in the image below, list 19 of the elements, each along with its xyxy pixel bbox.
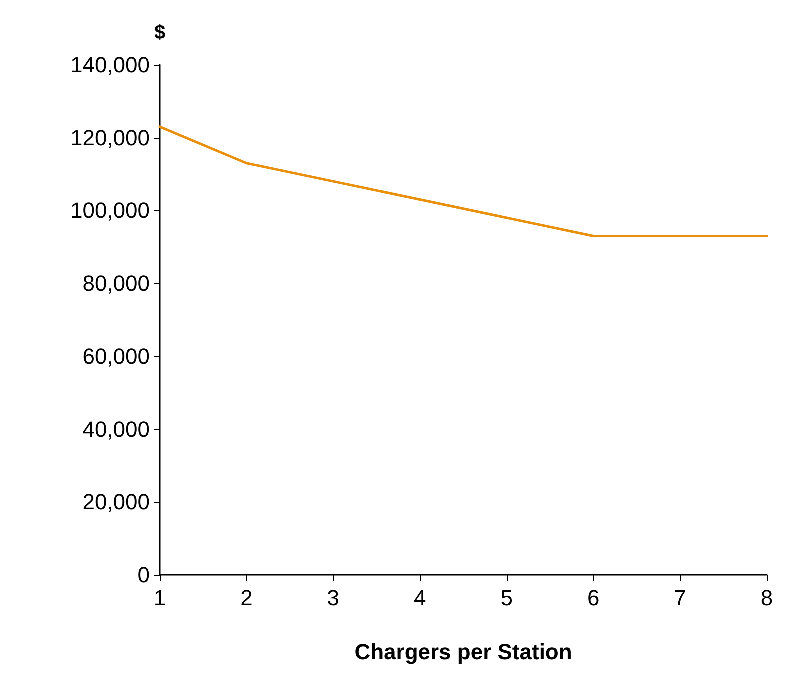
y-tick-label: 40,000	[82, 416, 150, 442]
y-tick-label: 60,000	[82, 344, 150, 369]
y-tick-label: 120,000	[70, 125, 150, 150]
x-tick-label: 6	[587, 586, 600, 610]
x-tick-label: 3	[327, 586, 340, 610]
y-tick-label: 100,000	[70, 198, 150, 224]
x-axis-title: Chargers per Station	[354, 640, 572, 664]
x-tick-label: 2	[240, 586, 253, 610]
x-tick-label: 7	[674, 586, 686, 610]
y-tick-label: 0	[138, 562, 150, 588]
y-axis-title: $	[154, 22, 166, 44]
y-tick-label: 80,000	[82, 271, 150, 296]
x-tick-label: 5	[500, 586, 513, 610]
y-tick-label: 140,000	[70, 52, 150, 78]
x-tick-label: 1	[154, 586, 166, 610]
x-tick-label: 4	[414, 586, 426, 610]
line-series	[158, 126, 768, 238]
y-tick-label: 20,000	[82, 490, 150, 515]
x-tick-label: 8	[760, 586, 774, 610]
